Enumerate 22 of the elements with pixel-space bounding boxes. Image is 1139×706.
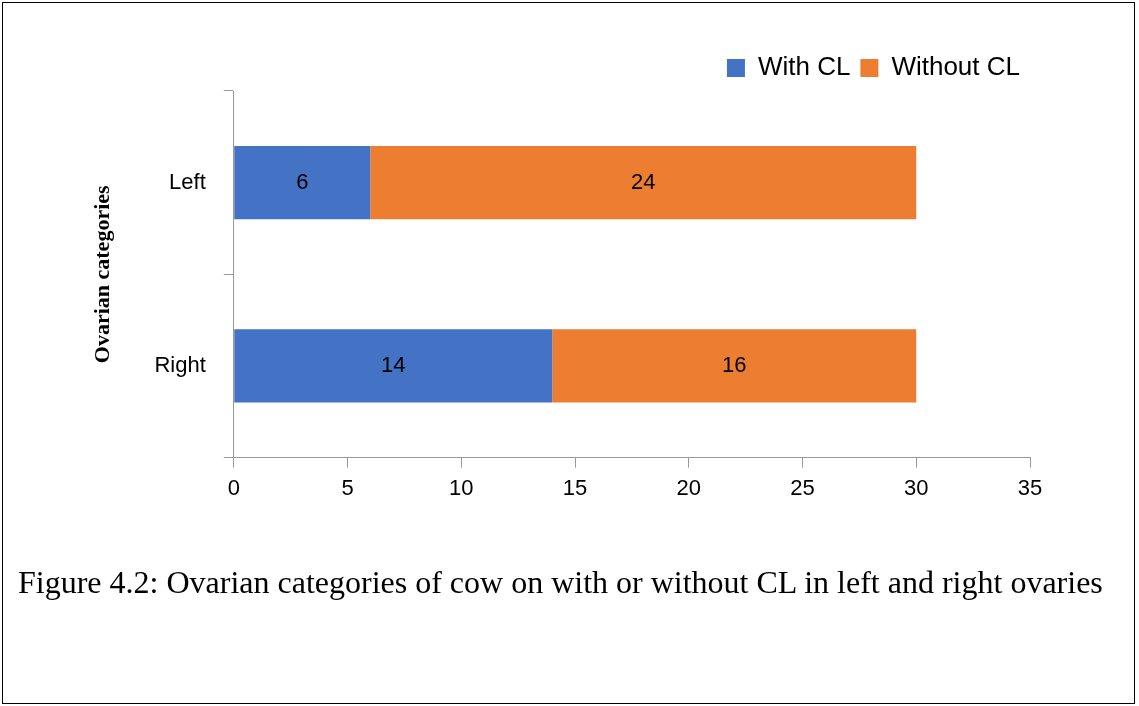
data-label: 16 xyxy=(722,352,747,378)
y-tick-label: Right xyxy=(154,352,206,378)
x-tick-label: 10 xyxy=(449,474,474,500)
legend-label: With CL xyxy=(757,51,851,82)
legend-label: Without CL xyxy=(891,51,1021,82)
y-axis-title: Ovarian categories xyxy=(88,184,114,364)
data-label: 6 xyxy=(296,168,309,194)
caption: Figure 4.2: Ovarian categories of cow on with or without CL in left and right ovaries xyxy=(18,563,1104,602)
x-tick-label: 0 xyxy=(227,474,240,500)
data-label: 24 xyxy=(631,168,656,194)
x-tick-label: 35 xyxy=(1017,474,1043,500)
data-label: 14 xyxy=(381,352,406,378)
bar xyxy=(234,145,371,220)
x-tick-label: 20 xyxy=(676,474,701,500)
bar xyxy=(370,145,917,220)
bar xyxy=(234,329,553,403)
bar xyxy=(552,329,917,403)
x-tick-label: 25 xyxy=(790,474,815,500)
x-tick-label: 5 xyxy=(341,474,354,500)
x-tick-label: 30 xyxy=(904,474,929,500)
y-tick-label: Left xyxy=(169,168,206,194)
x-tick-label: 15 xyxy=(562,474,588,500)
